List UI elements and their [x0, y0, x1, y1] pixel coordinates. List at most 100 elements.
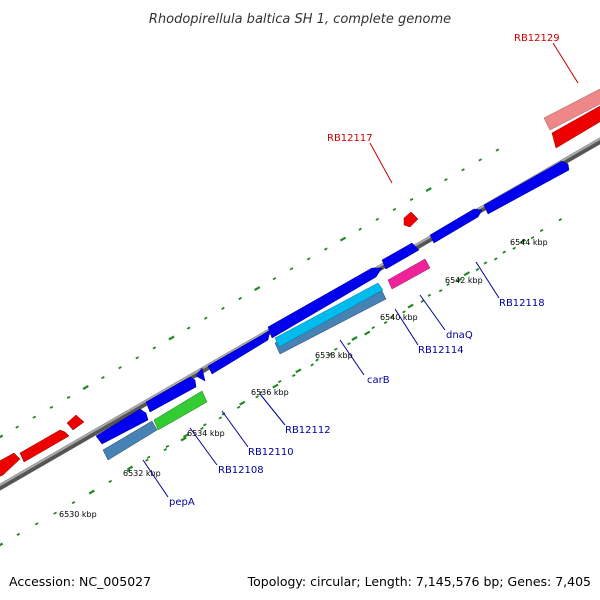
tick-mark: [259, 390, 263, 394]
tick-mark: [272, 383, 279, 389]
tick-mark: [221, 306, 225, 310]
tick-mark: [15, 425, 19, 429]
gene-arrow-blue[interactable]: [145, 376, 197, 413]
tick-mark: [202, 423, 207, 427]
gene-label-rb12114[interactable]: RB12114: [418, 345, 464, 356]
tick-mark: [168, 335, 175, 341]
tick-mark: [163, 448, 168, 452]
tick-mark: [351, 336, 358, 341]
tick-mark: [539, 228, 544, 233]
tick-mark: [425, 187, 432, 193]
tick-mark: [420, 299, 425, 303]
tick-mark: [165, 444, 170, 448]
tick-mark: [475, 267, 480, 272]
map-title: Rhodopirellula baltica SH 1, complete ge…: [149, 12, 451, 27]
kbp-label: 6540 kbp: [380, 313, 418, 322]
gene-arrow-cyan-carB[interactable]: [274, 282, 384, 348]
gene-arrow-steelblue-pepA[interactable]: [102, 420, 158, 461]
gene-arrow-blue[interactable]: [95, 408, 149, 445]
tick-mark: [291, 373, 296, 378]
gene-arrow-blue[interactable]: [267, 267, 383, 339]
tick-mark: [392, 207, 397, 211]
tick-mark: [108, 479, 113, 483]
gene-label-rb12117[interactable]: RB12117: [327, 133, 373, 144]
gene-label-rb12110[interactable]: RB12110: [248, 447, 294, 458]
tick-mark: [238, 296, 242, 301]
gene-arrow-red-rb12117[interactable]: [403, 211, 419, 228]
gene-arrow-blue[interactable]: [483, 160, 570, 215]
tick-mark: [126, 465, 134, 471]
tick-mark: [49, 405, 54, 409]
gene-label-rb12112[interactable]: RB12112: [285, 425, 331, 436]
gene-arrow-red[interactable]: [0, 452, 21, 478]
accession-text: Accession: NC_005027: [9, 574, 151, 589]
gene-label-dnaQ[interactable]: dnaQ: [446, 330, 473, 341]
tick-mark: [254, 286, 261, 292]
kbp-label: 6532 kbp: [123, 469, 161, 478]
tick-mark: [310, 363, 314, 367]
tick-mark: [66, 395, 71, 399]
gene-arrow-green-rb12108[interactable]: [153, 390, 208, 431]
gene-arrow-blue[interactable]: [381, 242, 420, 270]
gene-arrow-red-rb12129[interactable]: [551, 105, 600, 149]
tick-mark: [444, 178, 448, 182]
tick-mark: [390, 315, 394, 319]
forward-strand-genes: [0, 88, 600, 478]
tick-mark: [483, 261, 488, 265]
tick-mark: [32, 415, 37, 419]
gene-arrow-magenta-dnaQ[interactable]: [387, 258, 431, 290]
tick-mark: [478, 158, 483, 162]
tick-mark: [295, 368, 302, 374]
gene-arrow-red[interactable]: [19, 429, 70, 463]
gene-arrow-red[interactable]: [66, 414, 85, 431]
tick-mark: [495, 148, 500, 152]
tick-mark: [272, 277, 277, 281]
tick-mark: [135, 356, 140, 360]
tick-mark: [118, 366, 122, 370]
gene-arrow-blue[interactable]: [195, 367, 206, 382]
tick-mark: [333, 347, 338, 351]
tick-mark: [407, 303, 414, 309]
tick-mark: [461, 168, 465, 172]
tick-mark: [71, 501, 76, 505]
tick-mark: [512, 246, 516, 250]
tick-mark: [364, 330, 371, 336]
genome-summary-text: Topology: circular; Length: 7,145,576 bp…: [247, 574, 591, 589]
tick-mark: [182, 433, 190, 439]
gene-label-carB[interactable]: carB: [367, 375, 390, 386]
tick-mark: [306, 257, 311, 261]
kbp-label: 6534 kbp: [187, 429, 225, 438]
tick-mark: [347, 342, 351, 346]
tick-mark: [289, 267, 294, 271]
tick-mark: [0, 434, 4, 439]
tick-mark: [152, 346, 157, 350]
leader-line-rb12118: [475, 261, 500, 299]
tick-mark: [358, 227, 362, 231]
tick-mark: [446, 282, 450, 287]
kbp-label: 6530 kbp: [59, 510, 97, 519]
leader-line-rb12114: [394, 308, 419, 346]
kbp-label: 6542 kbp: [445, 276, 483, 285]
tick-mark: [239, 400, 246, 406]
tick-mark: [145, 458, 149, 462]
tick-mark: [375, 217, 380, 221]
gene-label-rb12129[interactable]: RB12129: [514, 33, 560, 44]
tick-mark: [315, 358, 319, 362]
tick-mark: [277, 380, 282, 384]
gene-arrow-blue[interactable]: [207, 329, 271, 375]
tick-mark: [438, 289, 443, 293]
leader-line-carB: [339, 339, 365, 376]
gene-labels: pepA RB12108 RB12110 RB12112 carB RB1211…: [169, 33, 560, 508]
gene-arrow-light-red-rb12129[interactable]: [543, 88, 600, 131]
tick-mark: [203, 316, 208, 320]
kbp-label: 6538 kbp: [315, 351, 353, 360]
gene-label-pepA[interactable]: pepA: [169, 497, 195, 508]
gene-arrow-blue[interactable]: [429, 208, 483, 244]
tick-mark: [126, 469, 131, 473]
tick-mark: [255, 395, 259, 399]
gene-label-rb12108[interactable]: RB12108: [218, 465, 264, 476]
tick-rings: [0, 148, 563, 547]
tick-mark: [427, 293, 432, 297]
gene-label-rb12118[interactable]: RB12118: [499, 298, 545, 309]
